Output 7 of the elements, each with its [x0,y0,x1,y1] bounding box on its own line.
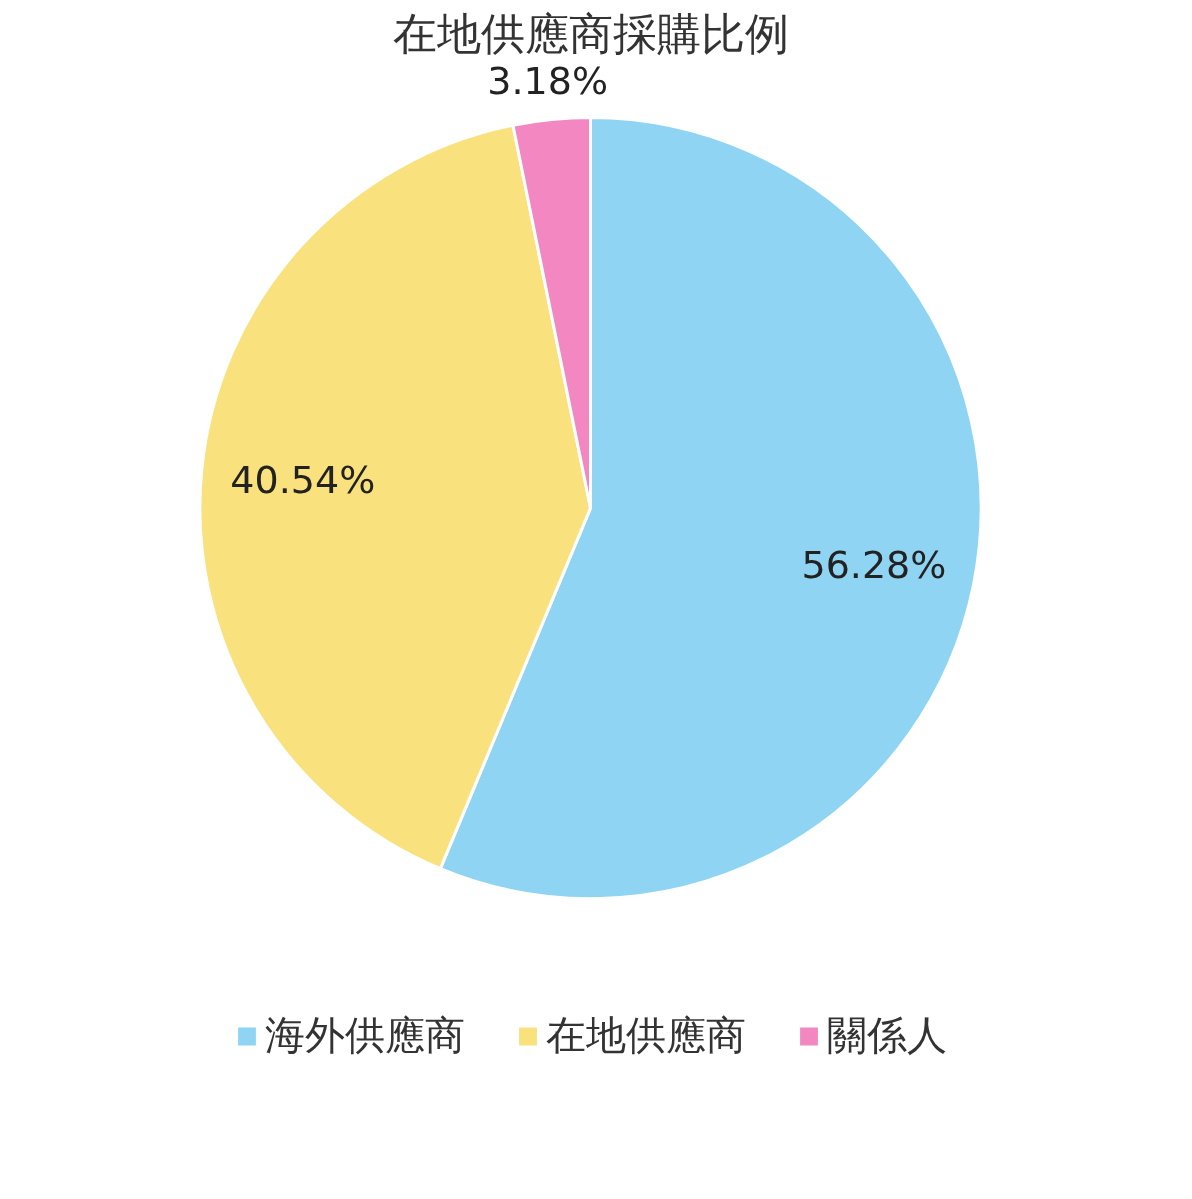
legend-label: 在地供應商 [545,1011,746,1060]
legend-label: 關係人 [826,1011,947,1060]
data-label: 3.18% [487,59,608,104]
data-label: 56.28% [801,542,947,587]
chart-title: 在地供應商採購比例 [392,7,789,59]
data-label: 40.54% [230,458,376,502]
legend-label: 海外供應商 [264,1011,465,1060]
